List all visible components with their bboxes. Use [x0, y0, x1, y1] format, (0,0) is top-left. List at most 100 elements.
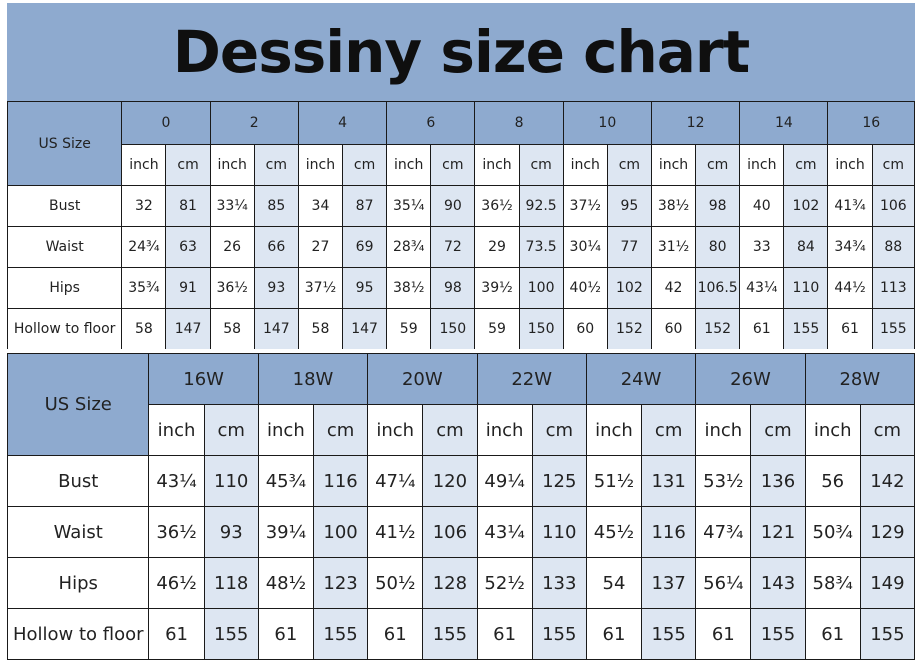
- size-header-cell: 14: [739, 101, 829, 145]
- table-row: Hollow to floor 61 155 61 155 61 155 61 155 61 155…: [6, 608, 916, 660]
- inch-value-cell: 47¾: [695, 506, 752, 558]
- cm-value-cell: 93: [253, 267, 299, 309]
- unit-cm-header: cm: [606, 144, 652, 186]
- unit-inch-header: inch: [739, 144, 785, 186]
- unit-inch-header: inch: [476, 404, 533, 456]
- unit-cm-header: cm: [253, 144, 299, 186]
- unit-inch-header: inch: [827, 144, 873, 186]
- table-divider: [7, 349, 915, 353]
- unit-cm-header: cm: [430, 144, 476, 186]
- inch-value-cell: 26: [209, 226, 255, 268]
- us-size-header: US Size: [6, 101, 123, 186]
- cm-value-cell: 110: [531, 506, 587, 558]
- unit-cm-header: cm: [342, 144, 388, 186]
- cm-value-cell: 129: [859, 506, 916, 558]
- size-header-cell: 20W: [367, 353, 478, 405]
- inch-value-cell: 59: [386, 308, 432, 350]
- cm-value-cell: 100: [518, 267, 564, 309]
- unit-inch-header: inch: [650, 144, 697, 186]
- inch-value-cell: 54: [585, 557, 643, 609]
- inch-value-cell: 59: [474, 308, 520, 350]
- inch-value-cell: 40½: [562, 267, 608, 309]
- size-header-cell: 16: [827, 101, 915, 145]
- cm-value-cell: 66: [253, 226, 299, 268]
- inch-value-cell: 61: [476, 608, 533, 660]
- inch-value-cell: 38½: [386, 267, 432, 309]
- unit-cm-header: cm: [203, 404, 259, 456]
- inch-value-cell: 36½: [148, 506, 205, 558]
- inch-value-cell: 42: [650, 267, 697, 309]
- inch-value-cell: 33¼: [209, 185, 255, 227]
- inch-value-cell: 35¾: [121, 267, 167, 309]
- inch-value-cell: 45½: [585, 506, 643, 558]
- cm-value-cell: 131: [641, 455, 697, 507]
- table-row: Waist 36½ 93 39¼ 100 41½ 106 43¼ 110 45½ 116 47¾ 121…: [6, 506, 916, 558]
- size-table-regular: US Size 0 2 4 6 8 10 12 14 16 inch cm inch cm inch cm in…: [6, 101, 916, 350]
- cm-value-cell: 90: [430, 185, 476, 227]
- us-size-header: US Size: [6, 353, 150, 456]
- cm-value-cell: 120: [422, 455, 478, 507]
- inch-value-cell: 24¾: [121, 226, 167, 268]
- header-row-units: inch cm inch cm inch cm inch cm inch cm inch cm inch…: [8, 144, 916, 186]
- cm-value-cell: 100: [312, 506, 369, 558]
- size-header-cell: 2: [209, 101, 299, 145]
- table-row: Hollow to floor 58 147 58 147 58 147 59 150 59 150…: [6, 308, 916, 350]
- inch-value-cell: 44½: [827, 267, 873, 309]
- cm-value-cell: 147: [165, 308, 211, 350]
- unit-inch-header: inch: [386, 144, 432, 186]
- inch-value-cell: 35¼: [386, 185, 432, 227]
- table-row: Waist 24¾ 63 26 66 27 69 28¾ 72 29 73.5 30¼ 77 31½ 80 3…: [6, 226, 916, 268]
- unit-inch-header: inch: [562, 144, 608, 186]
- size-header-cell: 18W: [257, 353, 369, 405]
- inch-value-cell: 37½: [562, 185, 608, 227]
- size-header-cell: 0: [121, 101, 211, 145]
- cm-value-cell: 81: [165, 185, 211, 227]
- inch-value-cell: 58¾: [804, 557, 861, 609]
- cm-value-cell: 84: [783, 226, 829, 268]
- inch-value-cell: 53½: [695, 455, 752, 507]
- header-row-sizes: US Size 16W 18W 20W 22W 24W 26W 28W: [6, 353, 916, 456]
- cm-value-cell: 95: [342, 267, 388, 309]
- cm-value-cell: 147: [342, 308, 388, 350]
- cm-value-cell: 125: [531, 455, 587, 507]
- inch-value-cell: 41¾: [827, 185, 873, 227]
- inch-value-cell: 61: [585, 608, 643, 660]
- cm-value-cell: 116: [641, 506, 697, 558]
- inch-value-cell: 30¼: [562, 226, 608, 268]
- unit-inch-header: inch: [695, 404, 752, 456]
- cm-value-cell: 69: [342, 226, 388, 268]
- size-header-cell: 10: [562, 101, 652, 145]
- cm-value-cell: 142: [859, 455, 916, 507]
- cm-value-cell: 155: [203, 608, 259, 660]
- inch-value-cell: 27: [297, 226, 344, 268]
- measurement-label: Bust: [6, 185, 123, 227]
- cm-value-cell: 136: [750, 455, 806, 507]
- size-table-plus: US Size 16W 18W 20W 22W 24W 26W 28W inch cm inch cm…: [6, 353, 916, 660]
- cm-value-cell: 133: [531, 557, 587, 609]
- measurement-label: Waist: [6, 226, 123, 268]
- inch-value-cell: 60: [562, 308, 608, 350]
- inch-value-cell: 61: [367, 608, 424, 660]
- inch-value-cell: 50½: [367, 557, 424, 609]
- inch-value-cell: 49¼: [476, 455, 533, 507]
- unit-inch-header: inch: [585, 404, 643, 456]
- cm-value-cell: 63: [165, 226, 211, 268]
- unit-inch-header: inch: [209, 144, 255, 186]
- cm-value-cell: 110: [203, 455, 259, 507]
- inch-value-cell: 41½: [367, 506, 424, 558]
- cm-value-cell: 128: [422, 557, 478, 609]
- table-row: Hips 46½ 118 48½ 123 50½ 128 52½ 133 54 137 56¼ 143 5…: [6, 557, 916, 609]
- unit-cm-header: cm: [518, 144, 564, 186]
- measurement-label: Hips: [6, 267, 123, 309]
- inch-value-cell: 52½: [476, 557, 533, 609]
- cm-value-cell: 91: [165, 267, 211, 309]
- size-header-cell: 28W: [804, 353, 916, 405]
- inch-value-cell: 34: [297, 185, 344, 227]
- inch-value-cell: 61: [827, 308, 873, 350]
- inch-value-cell: 50¾: [804, 506, 861, 558]
- cm-value-cell: 80: [695, 226, 741, 268]
- unit-cm-header: cm: [422, 404, 478, 456]
- table-row: Bust 32 81 33¼ 85 34 87 35¼ 90 36½ 92.5 37½ 95 38½ 98 4…: [6, 185, 916, 227]
- unit-cm-header: cm: [165, 144, 211, 186]
- cm-value-cell: 98: [430, 267, 476, 309]
